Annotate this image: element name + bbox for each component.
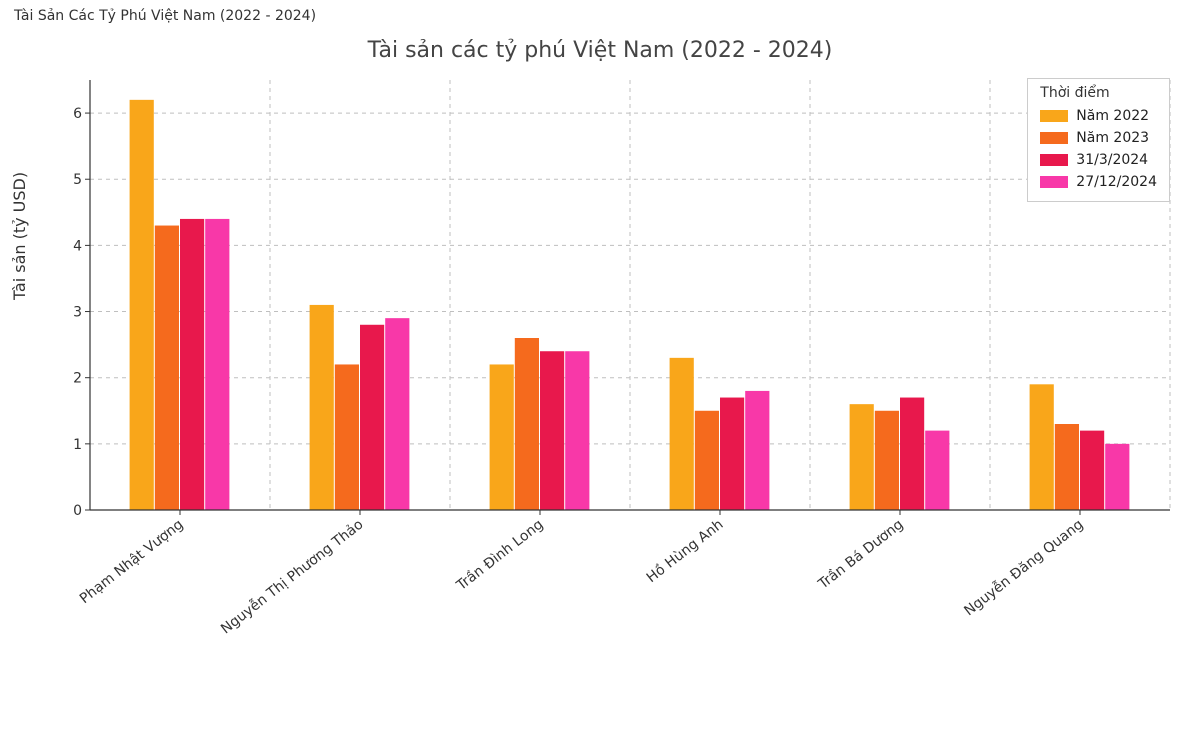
bar [850,404,874,510]
bar [385,318,409,510]
legend-item: Năm 2022 [1040,105,1157,127]
bar [875,411,899,510]
y-tick-label: 2 [73,371,82,387]
bar [565,351,589,510]
y-tick-label: 4 [73,238,82,254]
legend-label: Năm 2022 [1076,108,1149,124]
legend-swatch [1040,132,1068,144]
legend-swatch [1040,154,1068,166]
y-tick-label: 6 [73,106,82,122]
bar [1030,384,1054,510]
bar [900,398,924,510]
legend-swatch [1040,176,1068,188]
x-tick-label: Nguyễn Thị Phương Thảo [217,516,366,638]
bar [335,364,359,510]
bar [310,305,334,510]
bar [1055,424,1079,510]
bar [1105,444,1129,510]
x-tick-label: Hồ Hùng Anh [643,516,726,586]
page: Tài Sản Các Tỷ Phú Việt Nam (2022 - 2024… [0,0,1200,730]
bar [155,226,179,510]
bar [360,325,384,510]
chart-area: 0123456Phạm Nhật VượngNguyễn Thị Phương … [70,70,1180,520]
legend-item: Năm 2023 [1040,127,1157,149]
bar-chart-svg: 0 1 2 3 4 5 6 Phạm Nhật Vượng Nguyễn Thị Phương … [70,70,1180,710]
bar [205,219,229,510]
page-title: Tài Sản Các Tỷ Phú Việt Nam (2022 - 2024… [14,8,316,24]
x-tick-label: Trần Bá Dương [815,517,907,593]
bar [1080,431,1104,510]
legend-swatch [1040,110,1068,122]
bar [720,398,744,510]
bar [180,219,204,510]
legend-label: 31/3/2024 [1076,152,1148,168]
legend-label: Năm 2023 [1076,130,1149,146]
legend-item: 27/12/2024 [1040,171,1157,193]
bar [925,431,949,510]
bar [540,351,564,510]
legend-items: Năm 2022 Năm 2023 31/3/2024 27/12/2024 [1040,105,1157,193]
bar [130,100,154,510]
y-axis-label: Tài sản (tỷ USD) [10,172,29,300]
y-tick-label: 5 [73,172,82,188]
legend: Thời điểm Năm 2022 Năm 2023 31/3/2024 27/12… [1027,78,1170,202]
chart-title: Tài sản các tỷ phú Việt Nam (2022 - 2024… [0,38,1200,63]
bar [670,358,694,510]
y-tick-label: 1 [73,437,82,453]
bar [515,338,539,510]
bar [490,364,514,510]
x-tick-label: Trần Đình Long [453,517,546,595]
legend-title: Thời điểm [1040,85,1157,101]
legend-label: 27/12/2024 [1076,174,1157,190]
x-tick-label: Phạm Nhật Vượng [77,517,187,608]
y-tick-label: 3 [73,305,82,321]
y-tick-label: 0 [73,503,82,519]
x-tick-label: Nguyễn Đăng Quang [961,516,1087,619]
bar [695,411,719,510]
legend-item: 31/3/2024 [1040,149,1157,171]
bar [745,391,769,510]
